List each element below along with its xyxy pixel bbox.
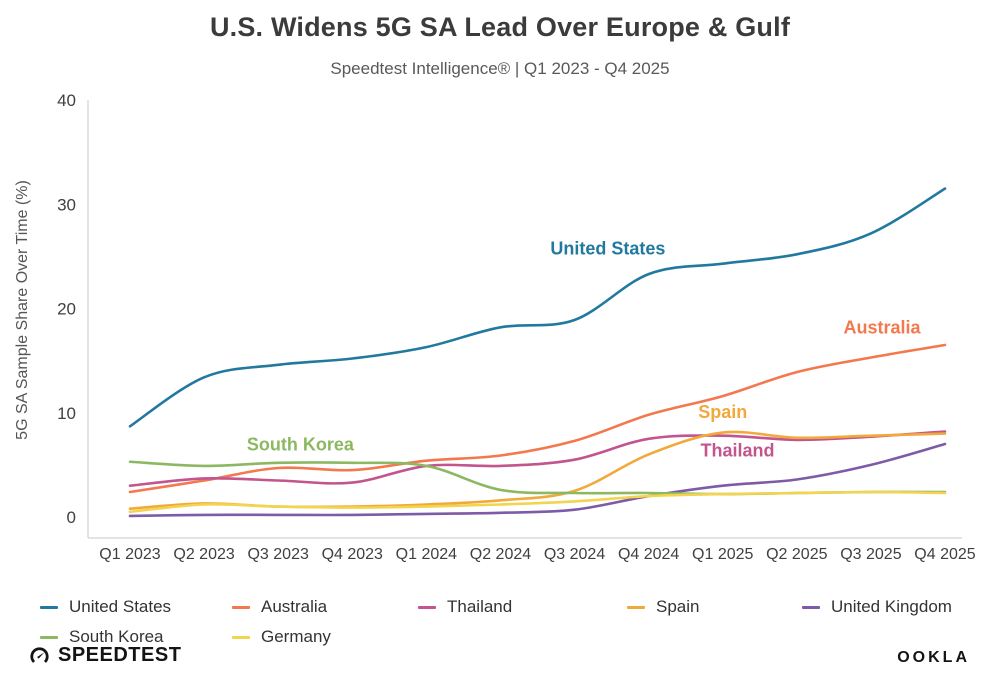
series-line-south-korea (128, 460, 947, 496)
legend-row: United States Australia Thailand Spain Unite… (40, 592, 975, 622)
ookla-logo: OOKLA (897, 649, 970, 666)
series-annotation-australia: Australia (844, 318, 922, 338)
speedtest-logo: SPEEDTEST (28, 644, 181, 667)
legend-item-united-states: United States (40, 597, 232, 617)
series-line-australia (128, 343, 947, 494)
y-tick-label: 0 (67, 508, 76, 527)
x-tick-label: Q2 2023 (173, 546, 234, 563)
series-line-united-states (128, 187, 947, 428)
x-tick-label: Q4 2025 (914, 546, 975, 563)
x-tick-label: Q3 2024 (544, 546, 605, 563)
legend-item-spain: Spain (627, 597, 802, 617)
series-annotation-thailand: Thailand (701, 441, 775, 461)
legend-item-united-kingdom: United Kingdom (802, 597, 975, 617)
legend-marker (40, 635, 58, 639)
legend-label: Australia (261, 597, 328, 616)
y-tick-label: 10 (57, 404, 76, 423)
legend-marker (418, 605, 436, 609)
legend-marker (232, 635, 250, 639)
x-tick-label: Q4 2023 (322, 546, 383, 563)
series-line-united-kingdom (128, 442, 947, 518)
footer: SPEEDTEST OOKLA (0, 642, 1000, 674)
series-line-thailand (128, 430, 947, 488)
speedtest-wordmark: SPEEDTEST (58, 644, 182, 666)
series-annotation-spain: Spain (698, 402, 747, 422)
legend-item-australia: Australia (232, 597, 418, 617)
speedtest-gauge-icon (28, 644, 51, 667)
legend-label: Germany (261, 627, 331, 646)
legend-marker (232, 605, 250, 609)
y-axis-title: 5G SA Sample Share Over Time (%) (14, 180, 31, 440)
legend-label: United Kingdom (831, 597, 952, 616)
chart-title: U.S. Widens 5G SA Lead Over Europe & Gul… (209, 12, 791, 42)
line-chart: 0 10 20 30 40 Q1 2023 Q2 2023 Q3 2023 Q4 2023 Q1 … (0, 88, 1000, 568)
legend-item-germany: Germany (232, 627, 418, 647)
series-annotation-united-states: United States (550, 238, 665, 258)
x-tick-label: Q1 2025 (692, 546, 753, 563)
series-annotation-south-korea: South Korea (247, 434, 355, 454)
x-tick-label: Q2 2025 (766, 546, 827, 563)
legend-item-thailand: Thailand (418, 597, 627, 617)
x-tick-label: Q1 2023 (99, 546, 160, 563)
chart-svg: 0 10 20 30 40 Q1 2023 Q2 2023 Q3 2023 Q4 2023 Q1 … (14, 91, 976, 563)
series-line-germany (128, 490, 947, 514)
legend-label: South Korea (69, 627, 164, 646)
y-tick-label: 20 (57, 300, 76, 319)
legend-label: Thailand (447, 597, 513, 616)
x-tick-label: Q1 2024 (396, 546, 457, 563)
x-tick-label: Q3 2023 (247, 546, 308, 563)
legend-label: Spain (656, 597, 700, 616)
chart-subtitle: Speedtest Intelligence® | Q1 2023 - Q4 2… (330, 59, 670, 78)
chart-legend: United States Australia Thailand Spain Unite… (40, 592, 975, 652)
legend-label: United States (69, 597, 172, 616)
legend-row: South Korea Germany (40, 622, 975, 652)
y-tick-label: 40 (57, 91, 76, 110)
x-tick-label: Q2 2024 (470, 546, 531, 563)
legend-marker (627, 605, 645, 609)
x-tick-label: Q4 2024 (618, 546, 679, 563)
x-tick-label: Q3 2025 (840, 546, 901, 563)
legend-marker (40, 605, 58, 609)
y-tick-label: 30 (57, 195, 76, 214)
legend-marker (802, 605, 820, 609)
legend-item-south-korea: South Korea (40, 627, 232, 647)
